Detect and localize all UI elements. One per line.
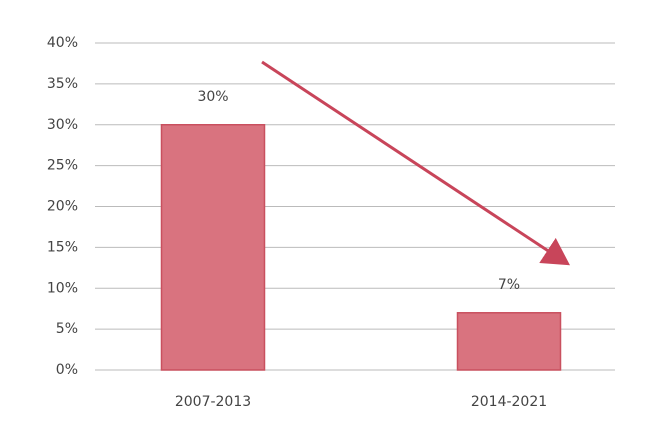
y-tick-label: 15%	[47, 239, 78, 255]
value-label: 7%	[498, 277, 520, 293]
y-tick-label: 20%	[47, 199, 78, 215]
y-tick-label: 35%	[47, 76, 78, 92]
y-tick-label: 25%	[47, 158, 78, 174]
y-tick-label: 10%	[47, 280, 78, 296]
y-tick-label: 5%	[56, 321, 78, 337]
y-tick-label: 0%	[56, 362, 78, 378]
value-label: 30%	[197, 89, 228, 105]
y-tick-label: 30%	[47, 117, 78, 133]
x-tick-label: 2014-2021	[471, 394, 547, 410]
trend-arrow	[261, 60, 571, 266]
y-tick-label: 40%	[47, 35, 78, 51]
x-tick-label: 2007-2013	[175, 394, 251, 410]
bars: 2007-2013 30% 2014-2021 7%	[160, 89, 562, 410]
bar	[160, 124, 266, 371]
bar	[456, 312, 562, 371]
